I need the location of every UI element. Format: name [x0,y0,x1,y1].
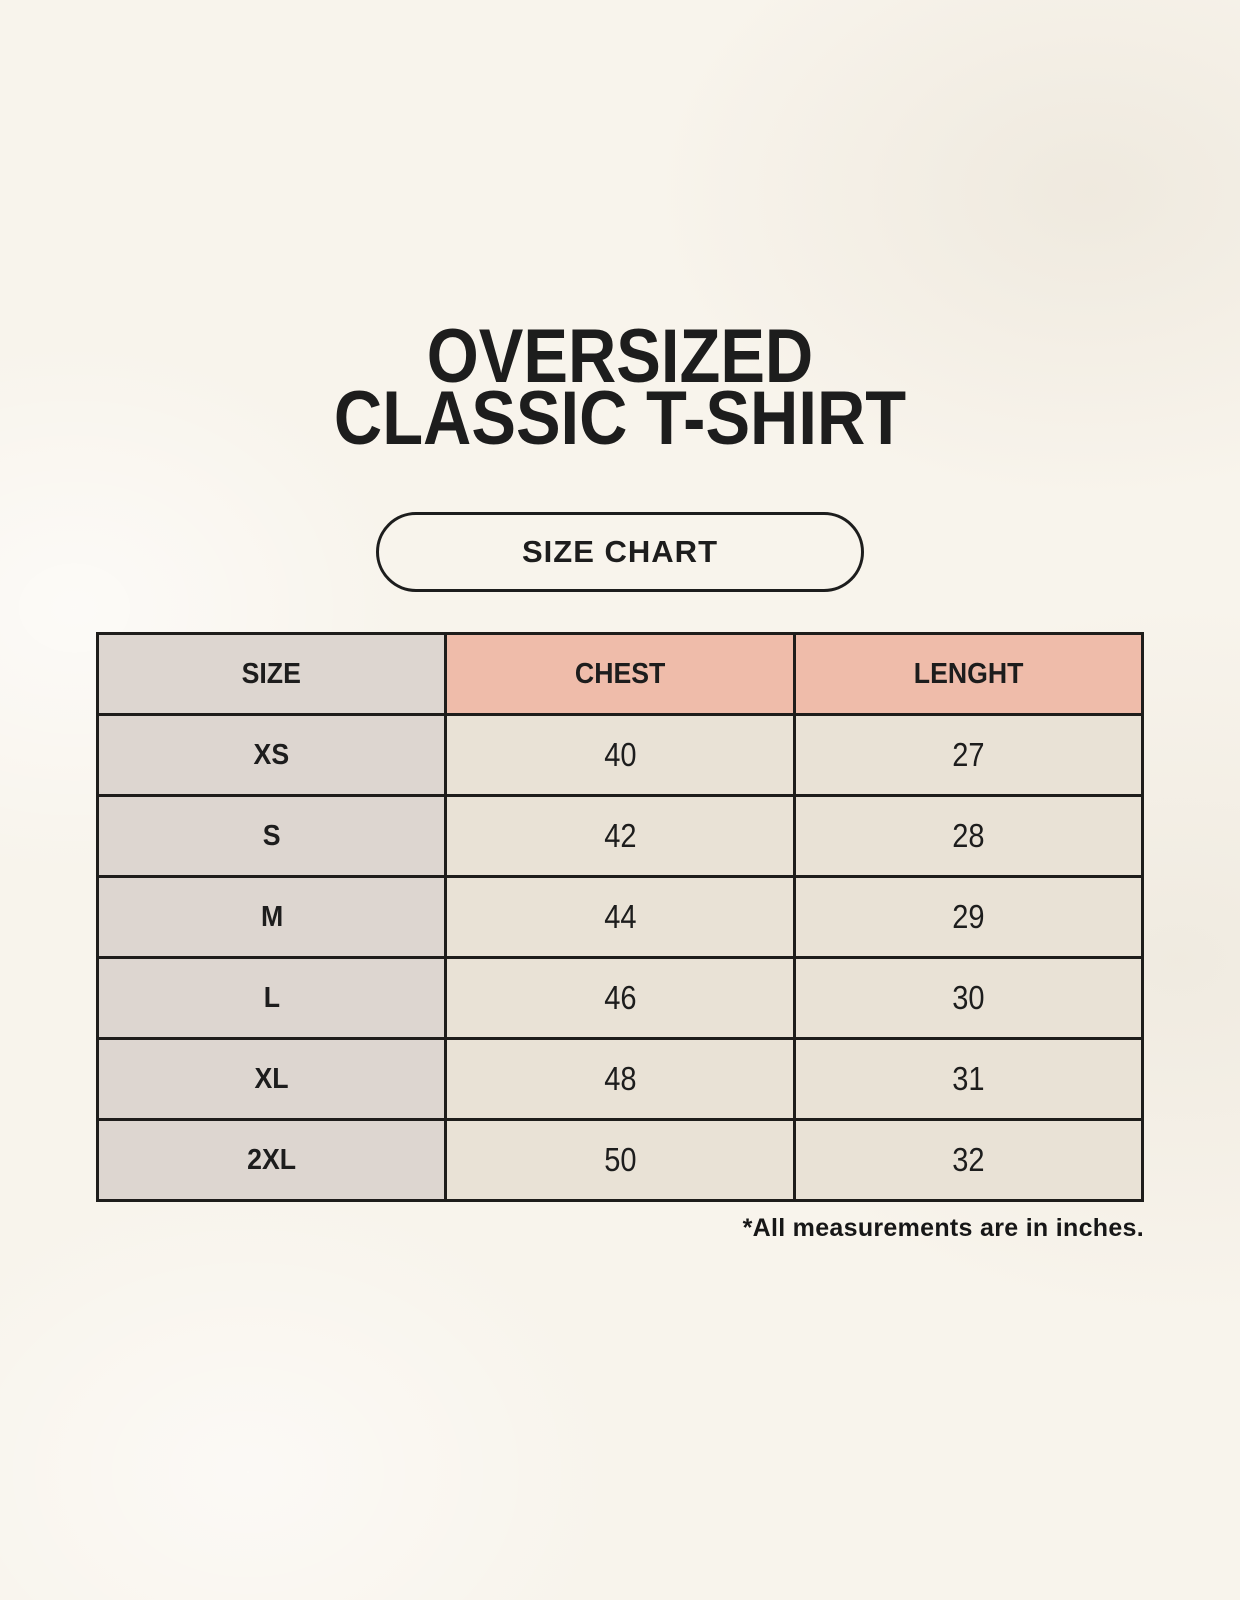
chest-value: 48 [603,1060,637,1097]
chest-cell: 42 [444,794,796,878]
length-cell: 29 [792,875,1145,959]
chest-cell: 40 [444,713,796,797]
chest-cell: 48 [444,1037,796,1121]
length-cell: 32 [792,1118,1145,1202]
size-cell: XL [95,1037,448,1121]
table-row-2xl: 2XL 50 32 [95,1118,1145,1202]
chest-value: 50 [603,1141,637,1178]
table-row-m: M 44 29 [95,875,1145,959]
column-header-length: LENGHT [792,632,1145,716]
chest-value: 40 [603,736,637,773]
length-value: 28 [952,817,985,854]
chest-value: 42 [603,817,637,854]
table-row-s: S 42 28 [95,794,1145,878]
size-cell: S [95,794,448,878]
length-value: 30 [952,979,985,1016]
size-label: M [260,900,283,933]
size-cell: M [95,875,448,959]
size-cell: L [95,956,448,1040]
size-label: S [262,819,281,852]
chest-value: 46 [603,979,637,1016]
size-cell: 2XL [95,1118,448,1202]
chest-cell: 50 [444,1118,796,1202]
size-label: XS [253,738,290,771]
column-header-length-label: LENGHT [913,657,1024,690]
measurements-note: *All measurements are in inches. [742,1214,1144,1242]
length-cell: 30 [792,956,1145,1040]
size-cell: XS [95,713,448,797]
column-header-chest-label: CHEST [574,657,666,690]
column-header-chest: CHEST [444,632,796,716]
length-value: 27 [952,736,985,773]
column-header-size: SIZE [95,632,448,716]
table-row-l: L 46 30 [95,956,1145,1040]
page-title-line-2: CLASSIC T-SHIRT [333,376,907,461]
size-chart-table: SIZE CHEST LENGHT XS 40 27 S 42 28 M 44 … [95,632,1145,1202]
table-row-xl: XL 48 31 [95,1037,1145,1121]
table-header-row: SIZE CHEST LENGHT [95,632,1145,716]
length-value: 31 [952,1060,985,1097]
size-label: 2XL [247,1143,297,1176]
size-chart-button-label: SIZE CHART [522,534,718,569]
length-cell: 31 [792,1037,1145,1121]
table-row-xs: XS 40 27 [95,713,1145,797]
chest-cell: 44 [444,875,796,959]
size-label: XL [254,1062,289,1095]
chest-value: 44 [603,898,637,935]
length-cell: 27 [792,713,1145,797]
size-chart-button[interactable]: SIZE CHART [376,512,864,592]
size-label: L [263,981,280,1014]
column-header-size-label: SIZE [242,657,302,690]
page-title: OVERSIZED CLASSIC T-SHIRT [0,0,1240,461]
chest-cell: 46 [444,956,796,1040]
length-value: 32 [952,1141,985,1178]
length-value: 29 [952,898,985,935]
length-cell: 28 [792,794,1145,878]
page-title-line-1: OVERSIZED [426,314,814,399]
